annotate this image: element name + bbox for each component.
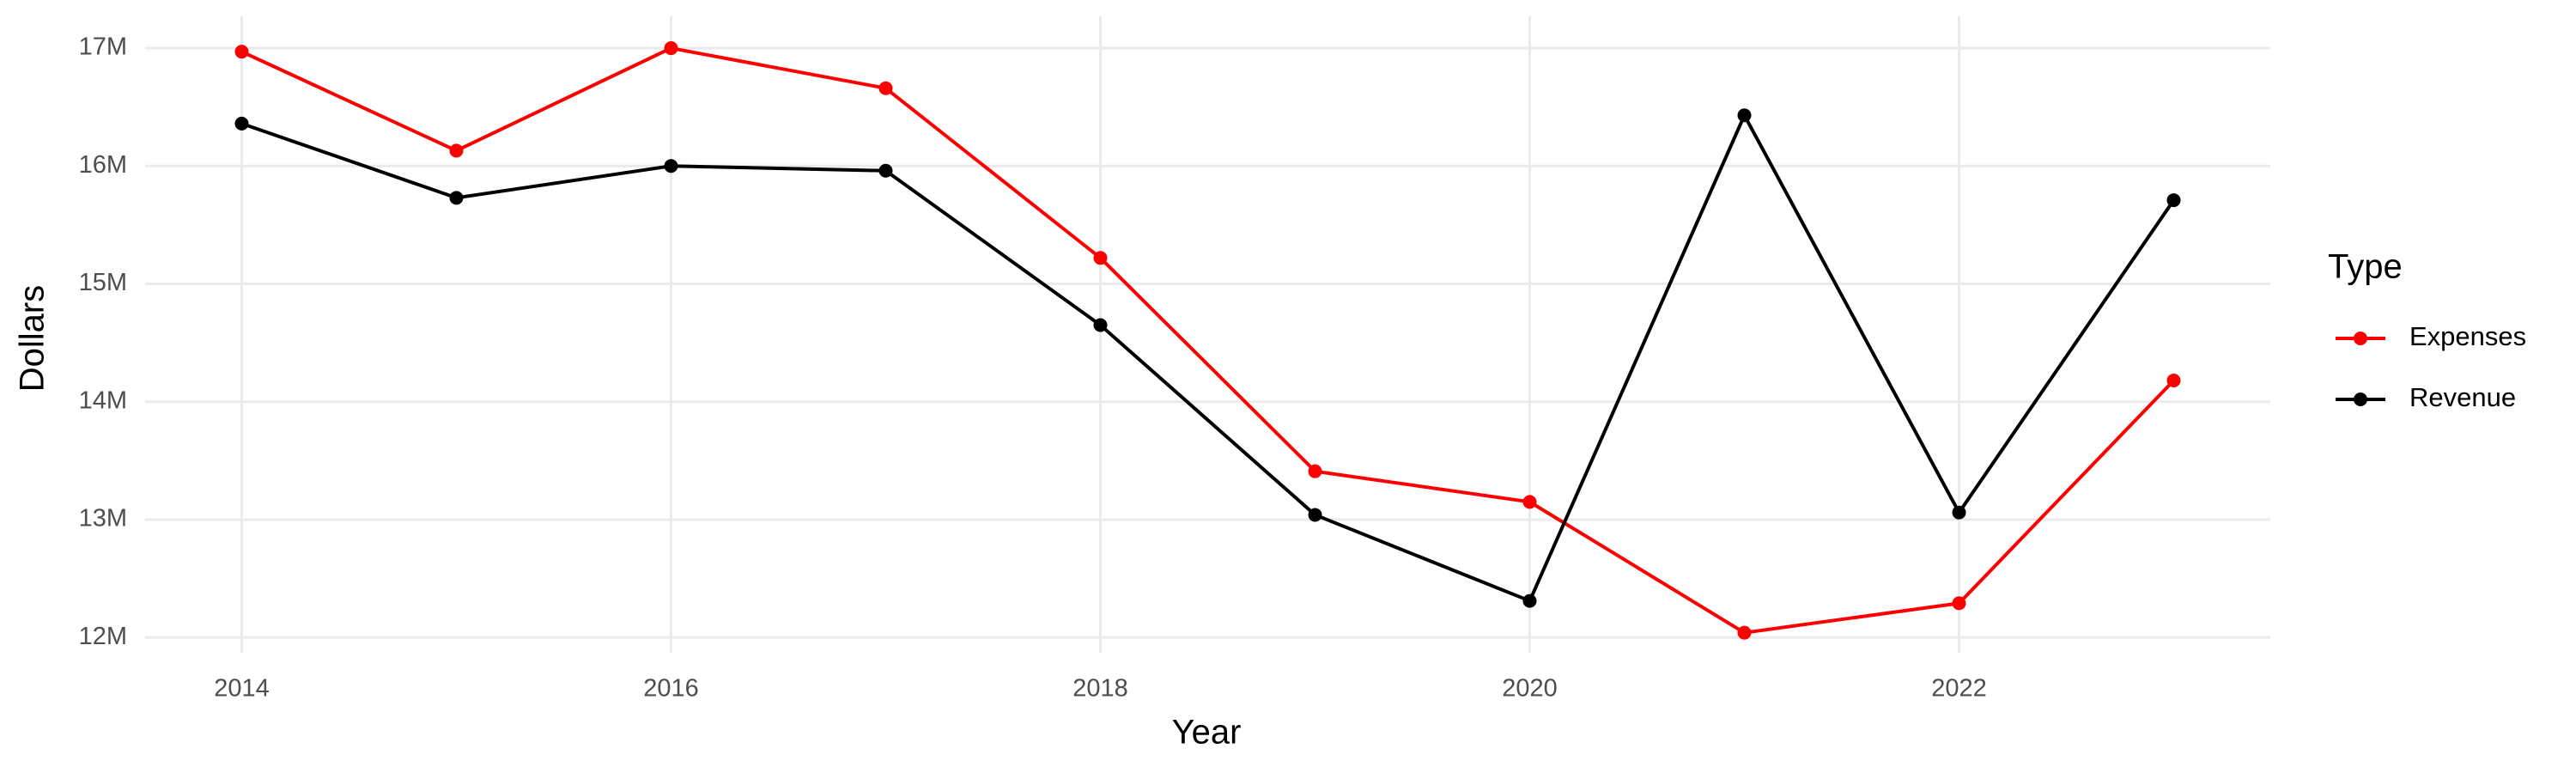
- data-point: [1737, 108, 1752, 123]
- legend-label: Revenue: [2409, 382, 2516, 412]
- x-tick-label: 2018: [1072, 675, 1128, 703]
- series-line: [240, 111, 2176, 604]
- data-point: [2166, 193, 2181, 208]
- data-point: [878, 81, 893, 95]
- legend-label: Expenses: [2409, 321, 2526, 351]
- y-tick-label: 13M: [79, 505, 127, 533]
- x-tick-label: 2022: [1931, 675, 1987, 703]
- x-tick-label: 2014: [214, 675, 270, 703]
- data-point: [878, 163, 893, 178]
- legend-title: Type: [2328, 248, 2403, 286]
- data-point: [234, 45, 249, 59]
- y-tick-label: 15M: [79, 269, 127, 296]
- y-axis-title: Dollars: [14, 285, 52, 392]
- data-point: [1308, 464, 1322, 478]
- y-tick-label: 17M: [79, 33, 127, 61]
- legend-marker: [2354, 393, 2367, 406]
- y-tick-label: 14M: [79, 386, 127, 414]
- data-point: [1308, 508, 1322, 522]
- x-axis-title: Year: [1172, 714, 1242, 752]
- legend-marker: [2354, 332, 2367, 345]
- data-point: [234, 116, 249, 131]
- data-point: [2166, 374, 2181, 388]
- y-tick-label: 12M: [79, 623, 127, 650]
- data-point: [1522, 593, 1537, 608]
- data-point: [1952, 596, 1966, 611]
- data-point: [449, 191, 464, 205]
- data-point: [1952, 505, 1966, 520]
- y-tick-label: 16M: [79, 151, 127, 179]
- data-point: [664, 159, 678, 173]
- data-point: [1737, 625, 1752, 640]
- data-point: [449, 143, 464, 158]
- data-point: [1522, 495, 1537, 509]
- series-line: [240, 46, 2175, 635]
- data-point: [664, 41, 678, 56]
- data-point: [1093, 251, 1108, 265]
- data-point: [1093, 318, 1108, 332]
- x-tick-label: 2016: [643, 675, 699, 703]
- x-tick-label: 2020: [1502, 675, 1558, 703]
